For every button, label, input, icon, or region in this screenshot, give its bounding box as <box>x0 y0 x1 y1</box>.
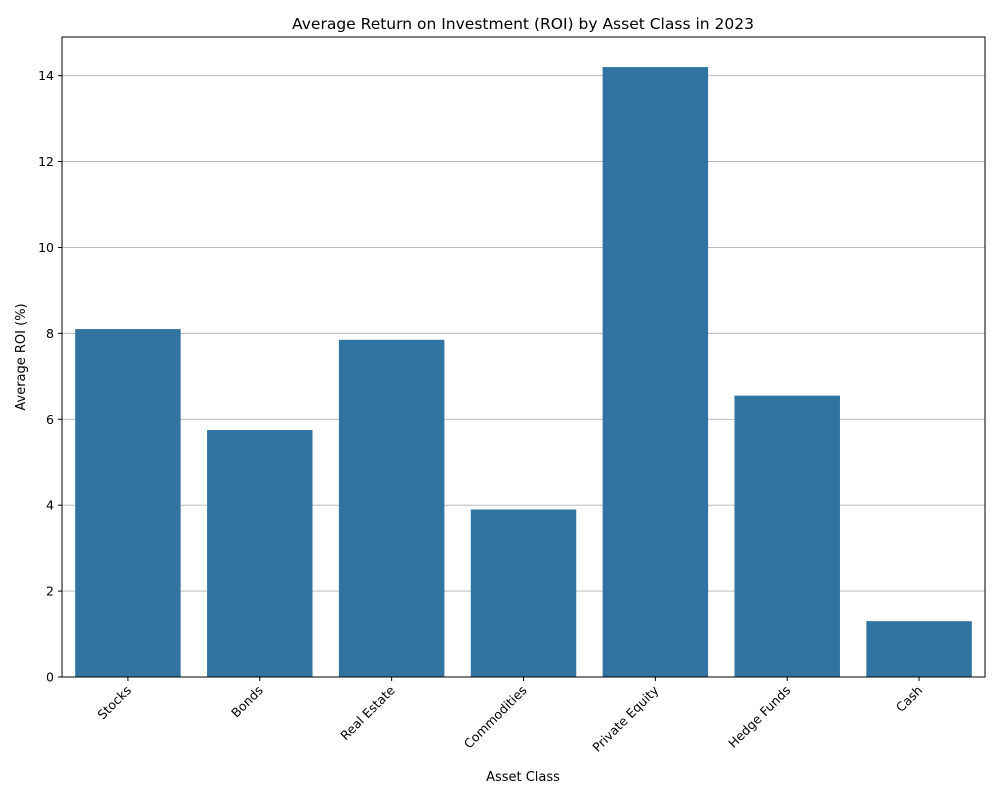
y-tick-label: 6 <box>46 412 54 427</box>
y-tick-label: 0 <box>46 670 54 685</box>
bar-commodities <box>470 509 577 677</box>
bar-stocks <box>75 329 181 677</box>
bars <box>75 67 972 677</box>
y-tick-label: 14 <box>38 68 54 83</box>
y-tick-label: 8 <box>46 326 54 341</box>
x-tick-label: Stocks <box>94 683 134 723</box>
x-axis-label: Asset Class <box>486 770 560 785</box>
x-tick-label: Real Estate <box>337 682 398 743</box>
x-tick-label: Cash <box>893 683 925 715</box>
bar-real-estate <box>338 339 445 677</box>
x-ticks: Stocks Bonds Real Estate Commodities Private… <box>94 677 925 755</box>
bar-bonds <box>207 430 313 677</box>
y-tick-label: 10 <box>38 240 54 255</box>
bar-cash <box>866 621 972 677</box>
y-tick-label: 2 <box>46 584 54 599</box>
x-tick-label: Bonds <box>228 683 266 721</box>
bar-hedge-funds <box>734 395 840 677</box>
bar-private-equity <box>602 67 709 677</box>
y-ticks: 0 2 4 6 8 10 12 14 <box>38 68 62 685</box>
y-tick-label: 4 <box>46 498 54 513</box>
y-tick-label: 12 <box>38 154 54 169</box>
x-tick-label: Commodities <box>461 683 530 752</box>
x-tick-label: Hedge Funds <box>725 683 793 751</box>
x-tick-label: Private Equity <box>589 682 662 755</box>
chart-title: Average Return on Investment (ROI) by As… <box>292 15 754 33</box>
y-axis-label: Average ROI (%) <box>14 303 29 410</box>
